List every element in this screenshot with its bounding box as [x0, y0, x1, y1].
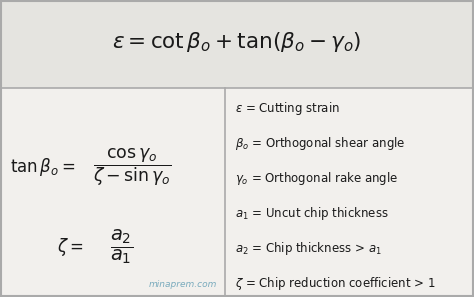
Bar	[0, 0, 474, 88]
Text: $\beta_o$ = Orthogonal shear angle: $\beta_o$ = Orthogonal shear angle	[235, 135, 406, 152]
Text: $\varepsilon$ = Cutting strain: $\varepsilon$ = Cutting strain	[235, 100, 340, 117]
Text: $\dfrac{\cos \gamma_o}{\zeta - \sin \gamma_o}$: $\dfrac{\cos \gamma_o}{\zeta - \sin \gam…	[93, 146, 172, 188]
Text: $a_1$ = Uncut chip thickness: $a_1$ = Uncut chip thickness	[235, 205, 389, 222]
Text: $\tan \beta_o =$: $\tan \beta_o =$	[10, 156, 75, 178]
Text: $\gamma_o$ = Orthogonal rake angle: $\gamma_o$ = Orthogonal rake angle	[235, 170, 398, 187]
Text: minaprem.com: minaprem.com	[149, 280, 217, 289]
Text: $\zeta =$: $\zeta =$	[56, 236, 83, 258]
Text: $\zeta$ = Chip reduction coefficient > 1: $\zeta$ = Chip reduction coefficient > 1	[235, 274, 436, 292]
Bar	[0, 88, 474, 297]
Text: $a_2$ = Chip thickness > $a_1$: $a_2$ = Chip thickness > $a_1$	[235, 240, 382, 257]
Text: $\varepsilon = \cot\beta_o + \tan(\beta_o - \gamma_o)$: $\varepsilon = \cot\beta_o + \tan(\beta_…	[112, 30, 362, 54]
Text: $\dfrac{a_2}{a_1}$: $\dfrac{a_2}{a_1}$	[110, 228, 133, 266]
